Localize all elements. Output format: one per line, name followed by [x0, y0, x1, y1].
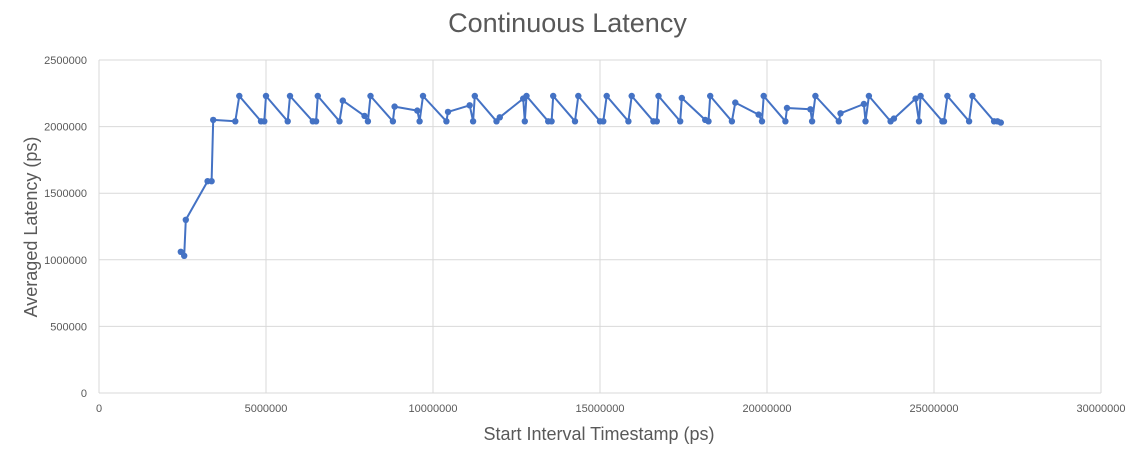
data-point — [232, 118, 239, 125]
data-point — [865, 92, 873, 100]
data-point — [808, 118, 816, 125]
y-tick-label: 1000000 — [44, 255, 87, 267]
data-point — [625, 118, 632, 125]
data-point — [336, 118, 343, 125]
data-point — [364, 118, 372, 125]
y-axis-title: Averaged Latency (ps) — [21, 137, 41, 318]
data-point — [837, 110, 844, 117]
data-point — [548, 118, 555, 125]
x-tick-label: 25000000 — [910, 403, 959, 415]
data-point — [728, 118, 736, 125]
data-point — [940, 118, 948, 125]
data-point — [912, 95, 919, 102]
data-point — [965, 118, 973, 125]
y-axis-tick-labels: 0 500000 1000000 1500000 2000000 2500000 — [44, 55, 87, 400]
data-point — [523, 92, 530, 100]
data-point — [496, 114, 503, 121]
data-point — [286, 92, 294, 100]
data-point — [571, 118, 579, 125]
data-point — [262, 92, 270, 100]
data-point — [915, 118, 923, 125]
data-point — [835, 118, 842, 125]
data-point — [361, 112, 368, 120]
data-point — [655, 92, 662, 100]
data-point — [312, 118, 320, 125]
data-point — [550, 92, 557, 100]
data-point — [389, 118, 397, 125]
y-tick-label: 0 — [81, 388, 87, 400]
data-point — [944, 92, 951, 100]
data-point — [969, 92, 976, 100]
data-point — [862, 118, 869, 125]
data-point — [782, 118, 789, 125]
data-point — [758, 118, 766, 125]
data-point — [600, 118, 607, 125]
x-axis-tick-labels: 0 5000000 10000000 15000000 20000000 25000000… — [96, 403, 1126, 415]
data-point — [783, 104, 791, 112]
x-tick-label: 10000000 — [409, 403, 458, 415]
x-tick-label: 0 — [96, 403, 102, 415]
data-point — [284, 118, 291, 125]
data-point — [521, 118, 528, 125]
data-point — [314, 92, 321, 100]
data-point — [208, 178, 215, 185]
data-point — [755, 111, 762, 118]
data-point — [469, 118, 477, 125]
chart-title: Continuous Latency — [448, 8, 687, 38]
y-tick-label: 2000000 — [44, 122, 87, 134]
axes — [98, 60, 1101, 394]
data-point — [261, 118, 268, 125]
gridlines — [99, 59, 1102, 393]
data-point — [443, 118, 450, 125]
data-point — [860, 100, 868, 108]
x-axis-title: Start Interval Timestamp (ps) — [483, 424, 714, 444]
data-point — [628, 92, 635, 100]
data-point — [236, 92, 243, 100]
data-point — [653, 118, 660, 125]
data-point — [575, 92, 582, 100]
x-tick-label: 15000000 — [576, 403, 625, 415]
data-point — [391, 103, 398, 110]
data-point — [367, 92, 374, 100]
data-point — [603, 92, 610, 100]
data-point — [210, 116, 217, 124]
data-point — [707, 92, 714, 100]
data-point — [181, 252, 188, 259]
x-tick-label: 30000000 — [1077, 403, 1126, 415]
data-point — [807, 106, 814, 113]
data-point — [732, 99, 739, 106]
data-point — [812, 92, 819, 100]
data-point — [471, 92, 478, 100]
data-point — [466, 102, 473, 109]
series-latency — [177, 92, 1004, 259]
x-tick-label: 20000000 — [743, 403, 792, 415]
data-point — [997, 119, 1004, 126]
y-tick-label: 1500000 — [44, 188, 87, 200]
data-point — [444, 108, 452, 116]
data-point — [705, 118, 712, 125]
data-point — [182, 216, 189, 223]
data-point — [677, 118, 684, 125]
data-point — [339, 97, 346, 104]
data-point — [416, 118, 423, 125]
y-tick-label: 500000 — [50, 321, 87, 333]
data-point — [760, 92, 767, 100]
y-tick-label: 2500000 — [44, 55, 87, 67]
x-tick-label: 5000000 — [245, 403, 288, 415]
data-point — [890, 115, 898, 122]
data-point — [678, 94, 685, 102]
series-line — [180, 95, 1002, 257]
data-point — [419, 92, 427, 100]
data-point — [414, 107, 421, 114]
data-point — [917, 92, 924, 100]
